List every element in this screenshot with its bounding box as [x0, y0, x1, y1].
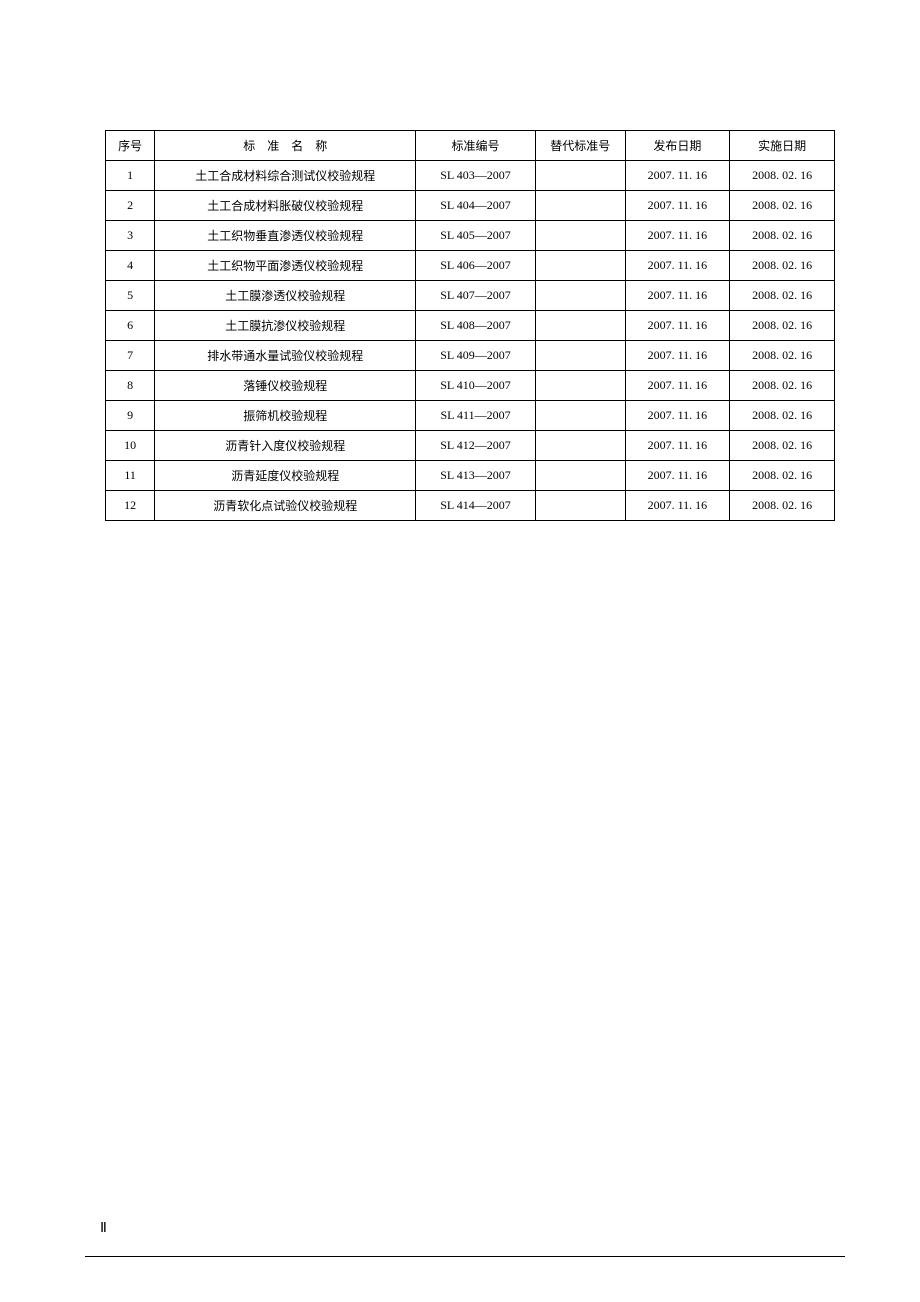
cell-impdate: 2008. 02. 16 — [730, 371, 835, 401]
cell-impdate: 2008. 02. 16 — [730, 461, 835, 491]
cell-pubdate: 2007. 11. 16 — [625, 461, 730, 491]
table-row: 10 沥青针入度仪校验规程 SL 412—2007 2007. 11. 16 2… — [106, 431, 835, 461]
cell-name: 落锤仪校验规程 — [155, 371, 416, 401]
cell-name: 排水带通水量试验仪校验规程 — [155, 341, 416, 371]
table-row: 12 沥青软化点试验仪校验规程 SL 414—2007 2007. 11. 16… — [106, 491, 835, 521]
cell-code: SL 407—2007 — [416, 281, 536, 311]
header-replace: 替代标准号 — [535, 131, 625, 161]
cell-name: 沥青软化点试验仪校验规程 — [155, 491, 416, 521]
cell-pubdate: 2007. 11. 16 — [625, 311, 730, 341]
table-row: 9 振筛机校验规程 SL 411—2007 2007. 11. 16 2008.… — [106, 401, 835, 431]
cell-impdate: 2008. 02. 16 — [730, 401, 835, 431]
cell-replace — [535, 221, 625, 251]
table-row: 6 土工膜抗渗仪校验规程 SL 408—2007 2007. 11. 16 20… — [106, 311, 835, 341]
header-impdate: 实施日期 — [730, 131, 835, 161]
table-row: 11 沥青延度仪校验规程 SL 413—2007 2007. 11. 16 20… — [106, 461, 835, 491]
cell-seq: 4 — [106, 251, 155, 281]
cell-name: 土工膜渗透仪校验规程 — [155, 281, 416, 311]
cell-seq: 2 — [106, 191, 155, 221]
cell-impdate: 2008. 02. 16 — [730, 221, 835, 251]
cell-replace — [535, 311, 625, 341]
table-row: 3 土工织物垂直渗透仪校验规程 SL 405—2007 2007. 11. 16… — [106, 221, 835, 251]
cell-replace — [535, 401, 625, 431]
table-row: 2 土工合成材料胀破仪校验规程 SL 404—2007 2007. 11. 16… — [106, 191, 835, 221]
cell-impdate: 2008. 02. 16 — [730, 311, 835, 341]
cell-impdate: 2008. 02. 16 — [730, 281, 835, 311]
cell-name: 振筛机校验规程 — [155, 401, 416, 431]
cell-replace — [535, 251, 625, 281]
cell-seq: 9 — [106, 401, 155, 431]
cell-name: 土工织物平面渗透仪校验规程 — [155, 251, 416, 281]
table-body: 1 土工合成材料综合测试仪校验规程 SL 403—2007 2007. 11. … — [106, 161, 835, 521]
header-name: 标 准 名 称 — [155, 131, 416, 161]
cell-pubdate: 2007. 11. 16 — [625, 191, 730, 221]
cell-name: 土工合成材料综合测试仪校验规程 — [155, 161, 416, 191]
cell-seq: 12 — [106, 491, 155, 521]
cell-seq: 7 — [106, 341, 155, 371]
cell-replace — [535, 461, 625, 491]
cell-code: SL 408—2007 — [416, 311, 536, 341]
header-seq: 序号 — [106, 131, 155, 161]
cell-name: 沥青延度仪校验规程 — [155, 461, 416, 491]
cell-seq: 10 — [106, 431, 155, 461]
cell-pubdate: 2007. 11. 16 — [625, 161, 730, 191]
cell-code: SL 404—2007 — [416, 191, 536, 221]
cell-name: 土工膜抗渗仪校验规程 — [155, 311, 416, 341]
cell-pubdate: 2007. 11. 16 — [625, 221, 730, 251]
cell-name: 土工织物垂直渗透仪校验规程 — [155, 221, 416, 251]
table-row: 4 土工织物平面渗透仪校验规程 SL 406—2007 2007. 11. 16… — [106, 251, 835, 281]
cell-code: SL 406—2007 — [416, 251, 536, 281]
cell-code: SL 414—2007 — [416, 491, 536, 521]
cell-replace — [535, 161, 625, 191]
cell-seq: 3 — [106, 221, 155, 251]
table-row: 5 土工膜渗透仪校验规程 SL 407—2007 2007. 11. 16 20… — [106, 281, 835, 311]
cell-name: 沥青针入度仪校验规程 — [155, 431, 416, 461]
cell-code: SL 410—2007 — [416, 371, 536, 401]
cell-code: SL 409—2007 — [416, 341, 536, 371]
page-number: Ⅱ — [100, 1220, 107, 1237]
cell-replace — [535, 431, 625, 461]
header-pubdate: 发布日期 — [625, 131, 730, 161]
cell-impdate: 2008. 02. 16 — [730, 251, 835, 281]
cell-seq: 5 — [106, 281, 155, 311]
table-header-row: 序号 标 准 名 称 标准编号 替代标准号 发布日期 实施日期 — [106, 131, 835, 161]
table-row: 8 落锤仪校验规程 SL 410—2007 2007. 11. 16 2008.… — [106, 371, 835, 401]
cell-impdate: 2008. 02. 16 — [730, 341, 835, 371]
cell-replace — [535, 281, 625, 311]
cell-pubdate: 2007. 11. 16 — [625, 371, 730, 401]
cell-replace — [535, 191, 625, 221]
cell-seq: 11 — [106, 461, 155, 491]
cell-pubdate: 2007. 11. 16 — [625, 251, 730, 281]
cell-code: SL 412—2007 — [416, 431, 536, 461]
page-content: 序号 标 准 名 称 标准编号 替代标准号 发布日期 实施日期 1 土工合成材料… — [0, 0, 920, 521]
cell-impdate: 2008. 02. 16 — [730, 431, 835, 461]
standards-table: 序号 标 准 名 称 标准编号 替代标准号 发布日期 实施日期 1 土工合成材料… — [105, 130, 835, 521]
cell-impdate: 2008. 02. 16 — [730, 161, 835, 191]
cell-pubdate: 2007. 11. 16 — [625, 491, 730, 521]
header-code: 标准编号 — [416, 131, 536, 161]
cell-pubdate: 2007. 11. 16 — [625, 341, 730, 371]
cell-name: 土工合成材料胀破仪校验规程 — [155, 191, 416, 221]
cell-code: SL 413—2007 — [416, 461, 536, 491]
cell-replace — [535, 491, 625, 521]
cell-code: SL 405—2007 — [416, 221, 536, 251]
cell-replace — [535, 341, 625, 371]
cell-pubdate: 2007. 11. 16 — [625, 401, 730, 431]
table-row: 7 排水带通水量试验仪校验规程 SL 409—2007 2007. 11. 16… — [106, 341, 835, 371]
cell-impdate: 2008. 02. 16 — [730, 191, 835, 221]
cell-impdate: 2008. 02. 16 — [730, 491, 835, 521]
table-row: 1 土工合成材料综合测试仪校验规程 SL 403—2007 2007. 11. … — [106, 161, 835, 191]
footer-rule — [85, 1256, 845, 1257]
cell-seq: 6 — [106, 311, 155, 341]
cell-pubdate: 2007. 11. 16 — [625, 281, 730, 311]
cell-pubdate: 2007. 11. 16 — [625, 431, 730, 461]
cell-seq: 8 — [106, 371, 155, 401]
cell-replace — [535, 371, 625, 401]
cell-code: SL 411—2007 — [416, 401, 536, 431]
cell-code: SL 403—2007 — [416, 161, 536, 191]
cell-seq: 1 — [106, 161, 155, 191]
